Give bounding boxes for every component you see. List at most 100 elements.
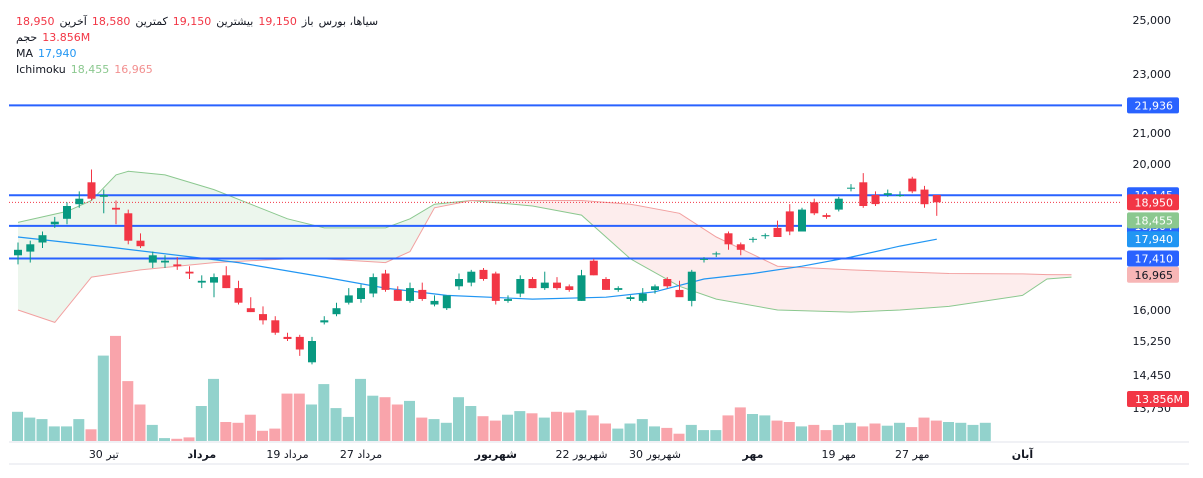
volume-bar [967,424,979,441]
candle-body [136,240,145,247]
candle-body [883,193,892,195]
candle-body [516,279,525,294]
candle-body [197,280,206,283]
time-axis-label: 30 شهریور [629,448,681,461]
level-price-badge [1127,250,1179,267]
candle-body [834,198,843,210]
volume-badge [1127,391,1189,407]
volume-bar [489,420,501,441]
ma-price-badge [1127,231,1179,248]
time-axis-label: 19 مرداد [266,448,308,461]
candle-body [479,269,488,279]
candle-body [638,293,647,301]
volume-bar [244,414,256,441]
ichimoku-a-price-badge [1127,212,1179,229]
price-axis-tick-label: 20,000 [1133,158,1172,171]
grid [9,441,1189,465]
volume-bar [293,393,305,442]
candle-body [504,299,512,301]
ma-label: MA [16,47,34,60]
volume-bar [575,410,587,441]
candle-body [112,207,120,210]
close-value: 18,950 [16,15,55,28]
volume-bar [306,404,317,441]
ichimoku-a-price-badge-text: 18,455 [1135,214,1174,227]
volume-bar [85,429,97,441]
candle-body [553,282,561,289]
candle-body [455,279,463,287]
time-axis-label: 27 مهر [895,448,930,461]
volume-bar [943,422,954,441]
volume-bar [208,378,219,441]
candles [14,169,941,365]
time-axis[interactable]: 30 تیر مرداد 19 مرداد 27 مرداد شهریور 22 شهری… [89,447,1034,461]
volume-bar [894,422,905,442]
time-axis-label: 27 مرداد [340,448,382,461]
volume-bar [845,422,856,442]
ichimoku-row[interactable]: Ichimoku 18,455 16,965 [16,62,378,78]
candle-body [430,300,439,305]
candle-body [344,295,353,303]
volume-bar [624,423,636,441]
candle-body [577,275,586,301]
candle-body [295,336,304,350]
candle-body [724,233,733,245]
price-axis-tick-label: 25,000 [1133,14,1172,27]
candle-body [357,288,365,299]
volume-bar [918,417,930,441]
volume-bar [759,415,771,441]
candle-body [185,271,194,274]
volume-bar [979,422,991,442]
volume-bars [12,335,991,442]
volume-row[interactable]: حجم 13.856M [16,30,378,46]
volume-bar [453,397,464,441]
volume-bar [734,407,746,441]
candle-body [896,195,904,196]
ichimoku-b-price-badge-text: 16,965 [1135,269,1174,282]
volume-bar [257,430,268,441]
last-price-badge-text: 18,950 [1135,196,1174,209]
volume-bar [930,420,942,441]
volume-bar [857,426,869,441]
candle-body [308,341,316,363]
price-axis-tick-label: 15,250 [1133,335,1172,348]
volume-bar [600,423,611,441]
cloud-bullish-fill [18,171,478,323]
candle-body [406,288,414,301]
ma-row[interactable]: MA 17,940 [16,46,378,62]
candle-body [442,295,451,309]
candle-body [467,271,476,283]
price-axis-tick-label: 14,450 [1133,369,1172,382]
volume-bar [379,397,391,441]
candle-body [871,195,880,205]
ichimoku-b-price-badge [1127,266,1179,283]
time-axis-label: 19 مهر [822,448,857,461]
candle-body [283,336,292,339]
symbol-name[interactable]: سیاها، بورس [318,15,379,28]
candle-body [785,211,794,232]
price-axis[interactable]: 25,000 23,000 21,000 20,000 16,000 15,250 14,4… [1127,14,1189,415]
candle-body [589,260,598,276]
volume-bar [783,422,795,441]
candle-body [63,206,71,219]
time-axis-label: شهریور [474,448,517,461]
candle-body [749,238,757,240]
candle-body [222,275,231,289]
volume-bar [355,378,366,441]
volume-bar [881,425,893,441]
volume-bar [808,424,820,441]
volume-bar [428,419,440,441]
candle-body [651,286,659,290]
volume-bar [330,408,342,441]
ichimoku-span-b-value: 16,965 [114,63,153,76]
volume-bar [342,416,354,441]
volume-bar [514,411,526,441]
candle-body [614,288,623,290]
volume-bar [906,427,918,441]
candle-body [234,288,243,303]
volume-bar [159,438,170,441]
candle-body [687,271,696,301]
candle-body [148,255,157,263]
candle-body [822,215,831,217]
candle-body [381,273,390,290]
